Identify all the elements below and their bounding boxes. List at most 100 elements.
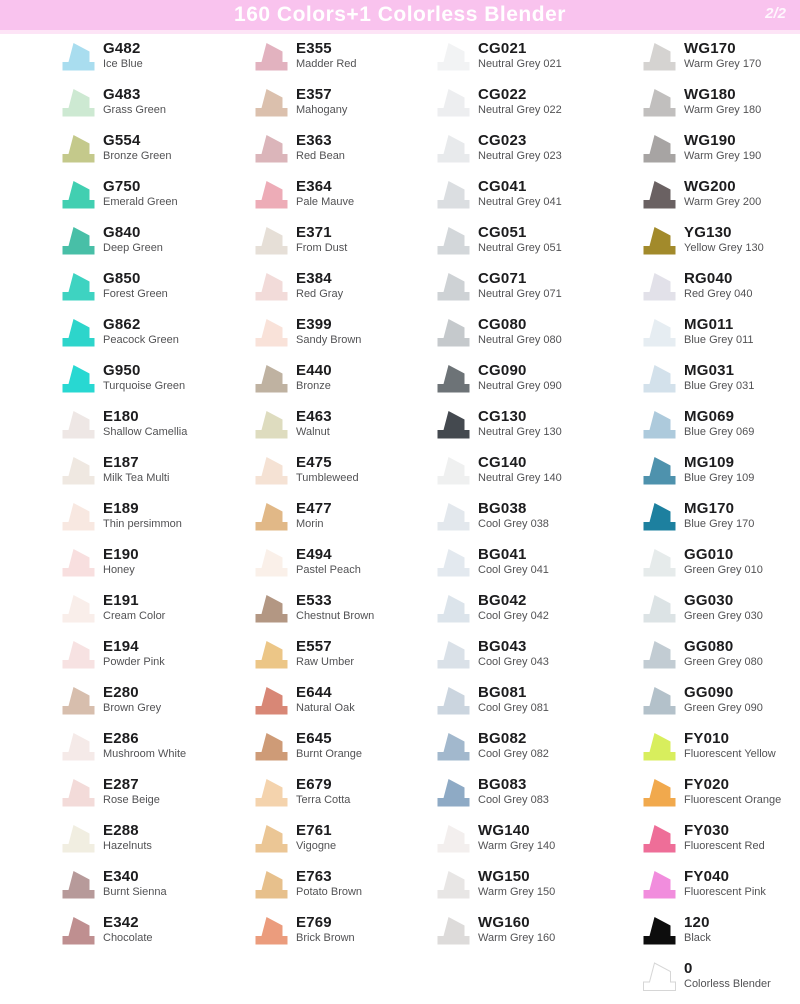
- color-entry-row: BG043 Cool Grey 043: [436, 636, 562, 682]
- marker-nib-swatch-icon: [255, 135, 288, 163]
- color-entry-row: CG041 Neutral Grey 041: [436, 176, 562, 222]
- color-entry-labels: RG040 Red Grey 040: [684, 268, 752, 301]
- color-name: Cool Grey 038: [478, 518, 549, 530]
- color-entry-labels: E399 Sandy Brown: [296, 314, 361, 347]
- color-entry-labels: WG180 Warm Grey 180: [684, 84, 761, 117]
- color-entry-labels: E644 Natural Oak: [296, 682, 355, 715]
- marker-nib-swatch-icon: [643, 917, 676, 945]
- color-entry-row: E475 Tumbleweed: [254, 452, 374, 498]
- marker-nib-swatch-icon: [437, 733, 470, 761]
- color-entry-row: GG030 Green Grey 030: [642, 590, 781, 636]
- color-entry-row: E357 Mahogany: [254, 84, 374, 130]
- color-entry-row: WG200 Warm Grey 200: [642, 176, 781, 222]
- color-entry-row: MG170 Blue Grey 170: [642, 498, 781, 544]
- marker-nib-swatch-icon: [643, 89, 676, 117]
- color-entry-labels: G750 Emerald Green: [103, 176, 178, 209]
- color-name: Brown Grey: [103, 702, 162, 714]
- color-code: WG150: [478, 868, 530, 885]
- color-code: BG083: [478, 776, 527, 793]
- color-name: Rose Beige: [103, 794, 160, 806]
- color-code: FY030: [684, 822, 730, 839]
- marker-nib-swatch-icon: [62, 595, 95, 623]
- marker-nib-swatch-icon: [437, 917, 470, 945]
- color-entry-row: RG040 Red Grey 040: [642, 268, 781, 314]
- marker-nib-swatch-icon: [643, 457, 676, 485]
- color-code: 0: [684, 960, 693, 977]
- marker-nib-swatch-icon: [437, 319, 470, 347]
- marker-nib-swatch-icon: [255, 595, 288, 623]
- color-entry-row: E645 Burnt Orange: [254, 728, 374, 774]
- color-code: RG040: [684, 270, 733, 287]
- color-code: E384: [296, 270, 332, 287]
- color-code: E557: [296, 638, 332, 655]
- marker-nib-swatch-icon: [643, 779, 676, 807]
- color-entry-labels: MG170 Blue Grey 170: [684, 498, 754, 531]
- color-entry-labels: FY020 Fluorescent Orange: [684, 774, 781, 807]
- color-entry-row: E342 Chocolate: [61, 912, 187, 958]
- color-code: CG041: [478, 178, 527, 195]
- color-code: BG081: [478, 684, 527, 701]
- color-name: Vigogne: [296, 840, 337, 852]
- color-entry-row: CG130 Neutral Grey 130: [436, 406, 562, 452]
- color-code: E475: [296, 454, 332, 471]
- color-name: Yellow Grey 130: [684, 242, 764, 254]
- marker-nib-swatch-icon: [62, 825, 95, 853]
- color-entry-row: G840 Deep Green: [61, 222, 187, 268]
- color-entry-row: E463 Walnut: [254, 406, 374, 452]
- color-entry-row: E371 From Dust: [254, 222, 374, 268]
- color-entry-row: GG080 Green Grey 080: [642, 636, 781, 682]
- color-code: YG130: [684, 224, 732, 241]
- marker-nib-swatch-icon: [437, 641, 470, 669]
- color-code: E477: [296, 500, 332, 517]
- color-name: From Dust: [296, 242, 348, 254]
- color-entry-row: CG023 Neutral Grey 023: [436, 130, 562, 176]
- color-entry-row: E384 Red Gray: [254, 268, 374, 314]
- color-entry-row: E189 Thin persimmon: [61, 498, 187, 544]
- color-entry-labels: MG031 Blue Grey 031: [684, 360, 754, 393]
- color-entry-row: BG081 Cool Grey 081: [436, 682, 562, 728]
- color-entry-labels: E384 Red Gray: [296, 268, 343, 301]
- color-code: G862: [103, 316, 141, 333]
- color-entry-labels: E189 Thin persimmon: [103, 498, 182, 531]
- color-entry-row: FY010 Fluorescent Yellow: [642, 728, 781, 774]
- color-name: Cool Grey 042: [478, 610, 549, 622]
- marker-nib-swatch-icon: [643, 43, 676, 71]
- color-code: BG082: [478, 730, 527, 747]
- color-entry-labels: BG041 Cool Grey 041: [478, 544, 549, 577]
- color-entry-labels: CG021 Neutral Grey 021: [478, 38, 562, 71]
- color-code: G750: [103, 178, 141, 195]
- color-code: E287: [103, 776, 139, 793]
- color-entry-row: BG041 Cool Grey 041: [436, 544, 562, 590]
- marker-nib-swatch-icon: [643, 411, 676, 439]
- color-name: Green Grey 030: [684, 610, 763, 622]
- color-code: E280: [103, 684, 139, 701]
- color-name: Sandy Brown: [296, 334, 362, 346]
- color-code: BG043: [478, 638, 527, 655]
- color-entry-row: BG082 Cool Grey 082: [436, 728, 562, 774]
- color-entry-row: E187 Milk Tea Multi: [61, 452, 187, 498]
- color-entry-row: E355 Madder Red: [254, 38, 374, 84]
- color-entry-labels: BG043 Cool Grey 043: [478, 636, 549, 669]
- color-name: Milk Tea Multi: [103, 472, 170, 484]
- color-code: E363: [296, 132, 332, 149]
- color-name: Warm Grey 190: [684, 150, 762, 162]
- color-entry-labels: WG200 Warm Grey 200: [684, 176, 761, 209]
- marker-nib-swatch-icon: [437, 549, 470, 577]
- color-code: E371: [296, 224, 332, 241]
- color-entry-labels: 120 Black: [684, 912, 711, 945]
- marker-nib-swatch-icon: [62, 641, 95, 669]
- marker-nib-swatch-icon: [643, 181, 676, 209]
- color-code: WG140: [478, 822, 530, 839]
- color-entry-row: E286 Mushroom White: [61, 728, 187, 774]
- color-entry-row: MG069 Blue Grey 069: [642, 406, 781, 452]
- color-entry-labels: E371 From Dust: [296, 222, 347, 255]
- color-entry-row: CG090 Neutral Grey 090: [436, 360, 562, 406]
- page-title: 160 Colors+1 Colorless Blender: [234, 3, 566, 26]
- marker-nib-swatch-icon: [643, 595, 676, 623]
- color-entry-row: E477 Morin: [254, 498, 374, 544]
- color-code: GG030: [684, 592, 734, 609]
- color-entry-row: WG140 Warm Grey 140: [436, 820, 562, 866]
- page-header: 160 Colors+1 Colorless Blender 2/2: [0, 0, 800, 30]
- marker-nib-swatch-icon: [643, 319, 676, 347]
- color-entry-labels: E477 Morin: [296, 498, 332, 531]
